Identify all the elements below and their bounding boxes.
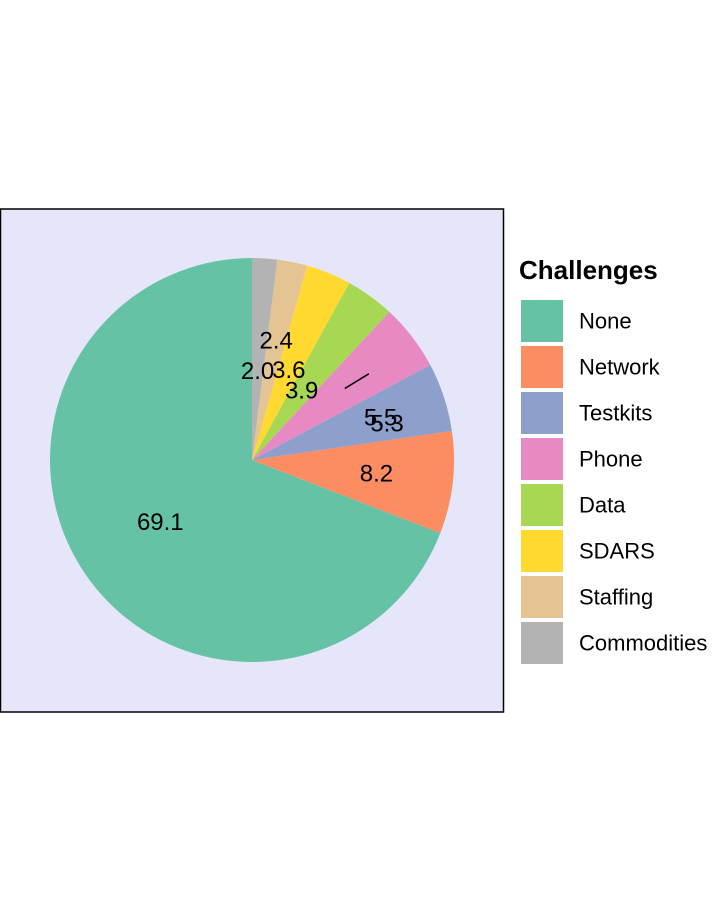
legend-title: Challenges bbox=[519, 255, 658, 285]
legend-label: SDARS bbox=[579, 539, 655, 564]
pie-slices bbox=[49, 258, 454, 662]
legend-label: Commodities bbox=[579, 631, 707, 656]
pie-slice-commodities bbox=[252, 258, 278, 460]
legend-label: None bbox=[579, 309, 632, 334]
legend-key bbox=[521, 622, 563, 664]
pie-slice-sdars bbox=[252, 265, 350, 460]
slice-value-label: 3.6 bbox=[272, 357, 305, 384]
legend-label: Network bbox=[579, 355, 661, 380]
pie-slice-none bbox=[49, 258, 441, 662]
slice-value-label: 69.1 bbox=[137, 509, 184, 536]
slice-value-label: 5.3 bbox=[370, 411, 403, 438]
legend-label: Phone bbox=[579, 447, 643, 472]
legend-label: Staffing bbox=[579, 585, 653, 610]
legend-key bbox=[521, 392, 563, 434]
pie-slice-phone bbox=[252, 311, 431, 460]
pie-slice-data bbox=[252, 282, 390, 460]
legend: Challenges None Network Testkits Phone Data S… bbox=[519, 255, 707, 664]
pie-slice-testkits bbox=[252, 364, 452, 460]
legend-key bbox=[521, 484, 563, 526]
legend-label: Testkits bbox=[579, 401, 652, 426]
legend-key bbox=[521, 576, 563, 618]
legend-key bbox=[521, 300, 563, 342]
legend-label: Data bbox=[579, 493, 626, 518]
slice-value-label: 2.0 bbox=[241, 358, 274, 385]
slice-labels: 69.1 8.2 5.55.3 3.93.62.4 2.0 bbox=[137, 328, 404, 536]
legend-key bbox=[521, 346, 563, 388]
legend-key bbox=[521, 438, 563, 480]
slice-value-label: 8.2 bbox=[360, 461, 393, 488]
pie-slice-network bbox=[252, 430, 454, 534]
pie-slice-staffing bbox=[252, 259, 308, 460]
legend-key bbox=[521, 530, 563, 572]
slice-value-label: 2.4 bbox=[260, 328, 293, 355]
slice-value-label: 3.9 bbox=[285, 378, 318, 405]
slice-value-label: 5.5 bbox=[364, 404, 397, 431]
label-leader-line bbox=[344, 373, 370, 390]
